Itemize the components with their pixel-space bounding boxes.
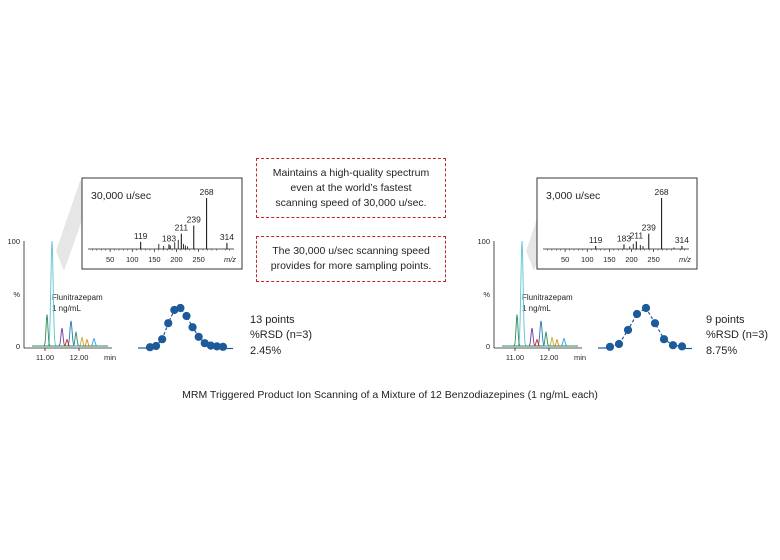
sampling-point-1: [145, 343, 155, 352]
note-line: scanning speed of 30,000 u/sec.: [275, 196, 427, 209]
spectrum-x-tick-label: 200: [625, 255, 638, 264]
spectrum-x-tick-label: 250: [647, 255, 660, 264]
spectrum-peak-label: 314: [675, 235, 689, 245]
spectrum-peak-label: 183: [617, 233, 631, 243]
sampling-point-2: [614, 339, 624, 349]
rsd-value: 2.45%: [250, 345, 281, 357]
spectrum-peak-label: 211: [175, 223, 189, 233]
sampling-point-8: [668, 341, 678, 350]
sampling-point-4: [632, 309, 642, 319]
figure-caption: MRM Triggered Product Ion Scanning of a …: [182, 389, 598, 401]
sampling-points-label: 13 points: [250, 314, 295, 326]
spectrum-x-tick-label: 200: [170, 255, 183, 264]
y-tick-label: 100: [7, 237, 20, 246]
spectrum-peak-label: 119: [589, 235, 603, 245]
x-unit-label: min: [104, 353, 116, 362]
spectrum-peak-label: 239: [187, 215, 201, 225]
spectrum-x-tick-label: 100: [126, 255, 139, 264]
spectrum-x-tick-label: 50: [561, 255, 569, 264]
y-tick-label: %: [483, 290, 490, 299]
sampling-point-1: [605, 342, 615, 351]
spectrum-x-tick-label: 50: [106, 255, 114, 264]
spectrum-peak-label: 239: [642, 223, 656, 233]
sampling-point-11: [206, 341, 215, 350]
sampling-point-4: [164, 319, 173, 328]
sampling-point-13: [218, 342, 228, 351]
spectrum-title: 30,000 u/sec: [91, 190, 151, 202]
spectrum-frame: [81, 177, 243, 270]
spectrum-peak-label: 183: [162, 233, 176, 243]
spectrum-x-axis-label: m/z: [679, 255, 691, 264]
chromatogram-trace: [502, 338, 578, 347]
spectrum-peak-label: 268: [199, 187, 213, 197]
compound-label: Flunitrazepam: [522, 293, 573, 302]
x-unit-label: min: [574, 353, 586, 362]
sampling-point-3: [158, 335, 167, 344]
spectrum-x-tick-label: 100: [581, 255, 594, 264]
compound-concentration-label: 1 ng/mL: [52, 304, 81, 313]
sampling-point-2: [151, 341, 161, 351]
y-tick-label: %: [13, 290, 20, 299]
spectrum-peak-label: 119: [134, 231, 148, 241]
sampling-point-6: [176, 303, 185, 313]
sampling-point-3: [623, 325, 633, 335]
spectrum-x-tick-label: 250: [192, 255, 205, 264]
x-tick-label: 11.00: [506, 353, 524, 362]
note-high-quality-spectrum: Maintains a high-quality spectrum even a…: [256, 158, 446, 218]
sampling-points-label: 9 points: [706, 314, 745, 326]
chromatogram-trace: [32, 337, 108, 347]
spectrum-frame: [536, 177, 698, 270]
sampling-point-7: [659, 335, 669, 344]
note-line: The 30,000 u/sec scanning speed: [272, 245, 430, 257]
spectrum-peak-label: 268: [654, 187, 668, 197]
spectrum-x-tick-label: 150: [148, 255, 161, 264]
sampling-point-5: [641, 303, 651, 313]
sampling-point-9: [677, 342, 687, 351]
chromatogram-trace: [502, 337, 578, 347]
sampling-point-12: [212, 342, 222, 351]
chromatogram-trace: [32, 338, 108, 347]
note-line: even at the world’s fastest: [290, 181, 412, 194]
chromatogram-trace: [32, 330, 108, 347]
spectrum-x-tick-label: 150: [603, 255, 616, 264]
note-sampling-points: The 30,000 u/sec scanning speed provides…: [256, 236, 446, 282]
y-tick-label: 0: [486, 342, 490, 351]
spectrum-title: 3,000 u/sec: [546, 190, 600, 202]
spectrum-x-axis-label: m/z: [224, 255, 236, 264]
chromatogram-trace: [502, 320, 578, 347]
y-tick-label: 100: [477, 237, 490, 246]
chromatogram-trace: [502, 338, 578, 347]
sampling-point-6: [650, 319, 660, 328]
rsd-value: 8.75%: [706, 345, 737, 357]
rsd-label: %RSD (n=3): [706, 329, 768, 341]
rsd-label: %RSD (n=3): [250, 329, 312, 341]
spectrum-peak-label: 314: [220, 232, 234, 242]
x-tick-label: 11.00: [36, 353, 54, 362]
spectrum-peak-label: 211: [630, 230, 644, 240]
note-line: Maintains a high-quality spectrum: [272, 166, 430, 179]
sampling-point-7: [182, 311, 191, 321]
chromatogram-trace: [502, 336, 578, 347]
x-tick-label: 12.00: [70, 353, 89, 362]
x-tick-label: 12.00: [540, 353, 559, 362]
chromatogram-trace: [32, 338, 108, 347]
sampling-point-9: [194, 332, 203, 341]
chromatogram-trace: [32, 336, 108, 347]
chromatogram-trace: [32, 320, 108, 347]
y-tick-label: 0: [16, 342, 20, 351]
chromatogram-trace: [502, 330, 578, 347]
sampling-point-8: [188, 323, 197, 332]
note-line: provides for more sampling points.: [270, 260, 432, 272]
compound-concentration-label: 1 ng/mL: [522, 304, 551, 313]
compound-label: Flunitrazepam: [52, 293, 103, 302]
